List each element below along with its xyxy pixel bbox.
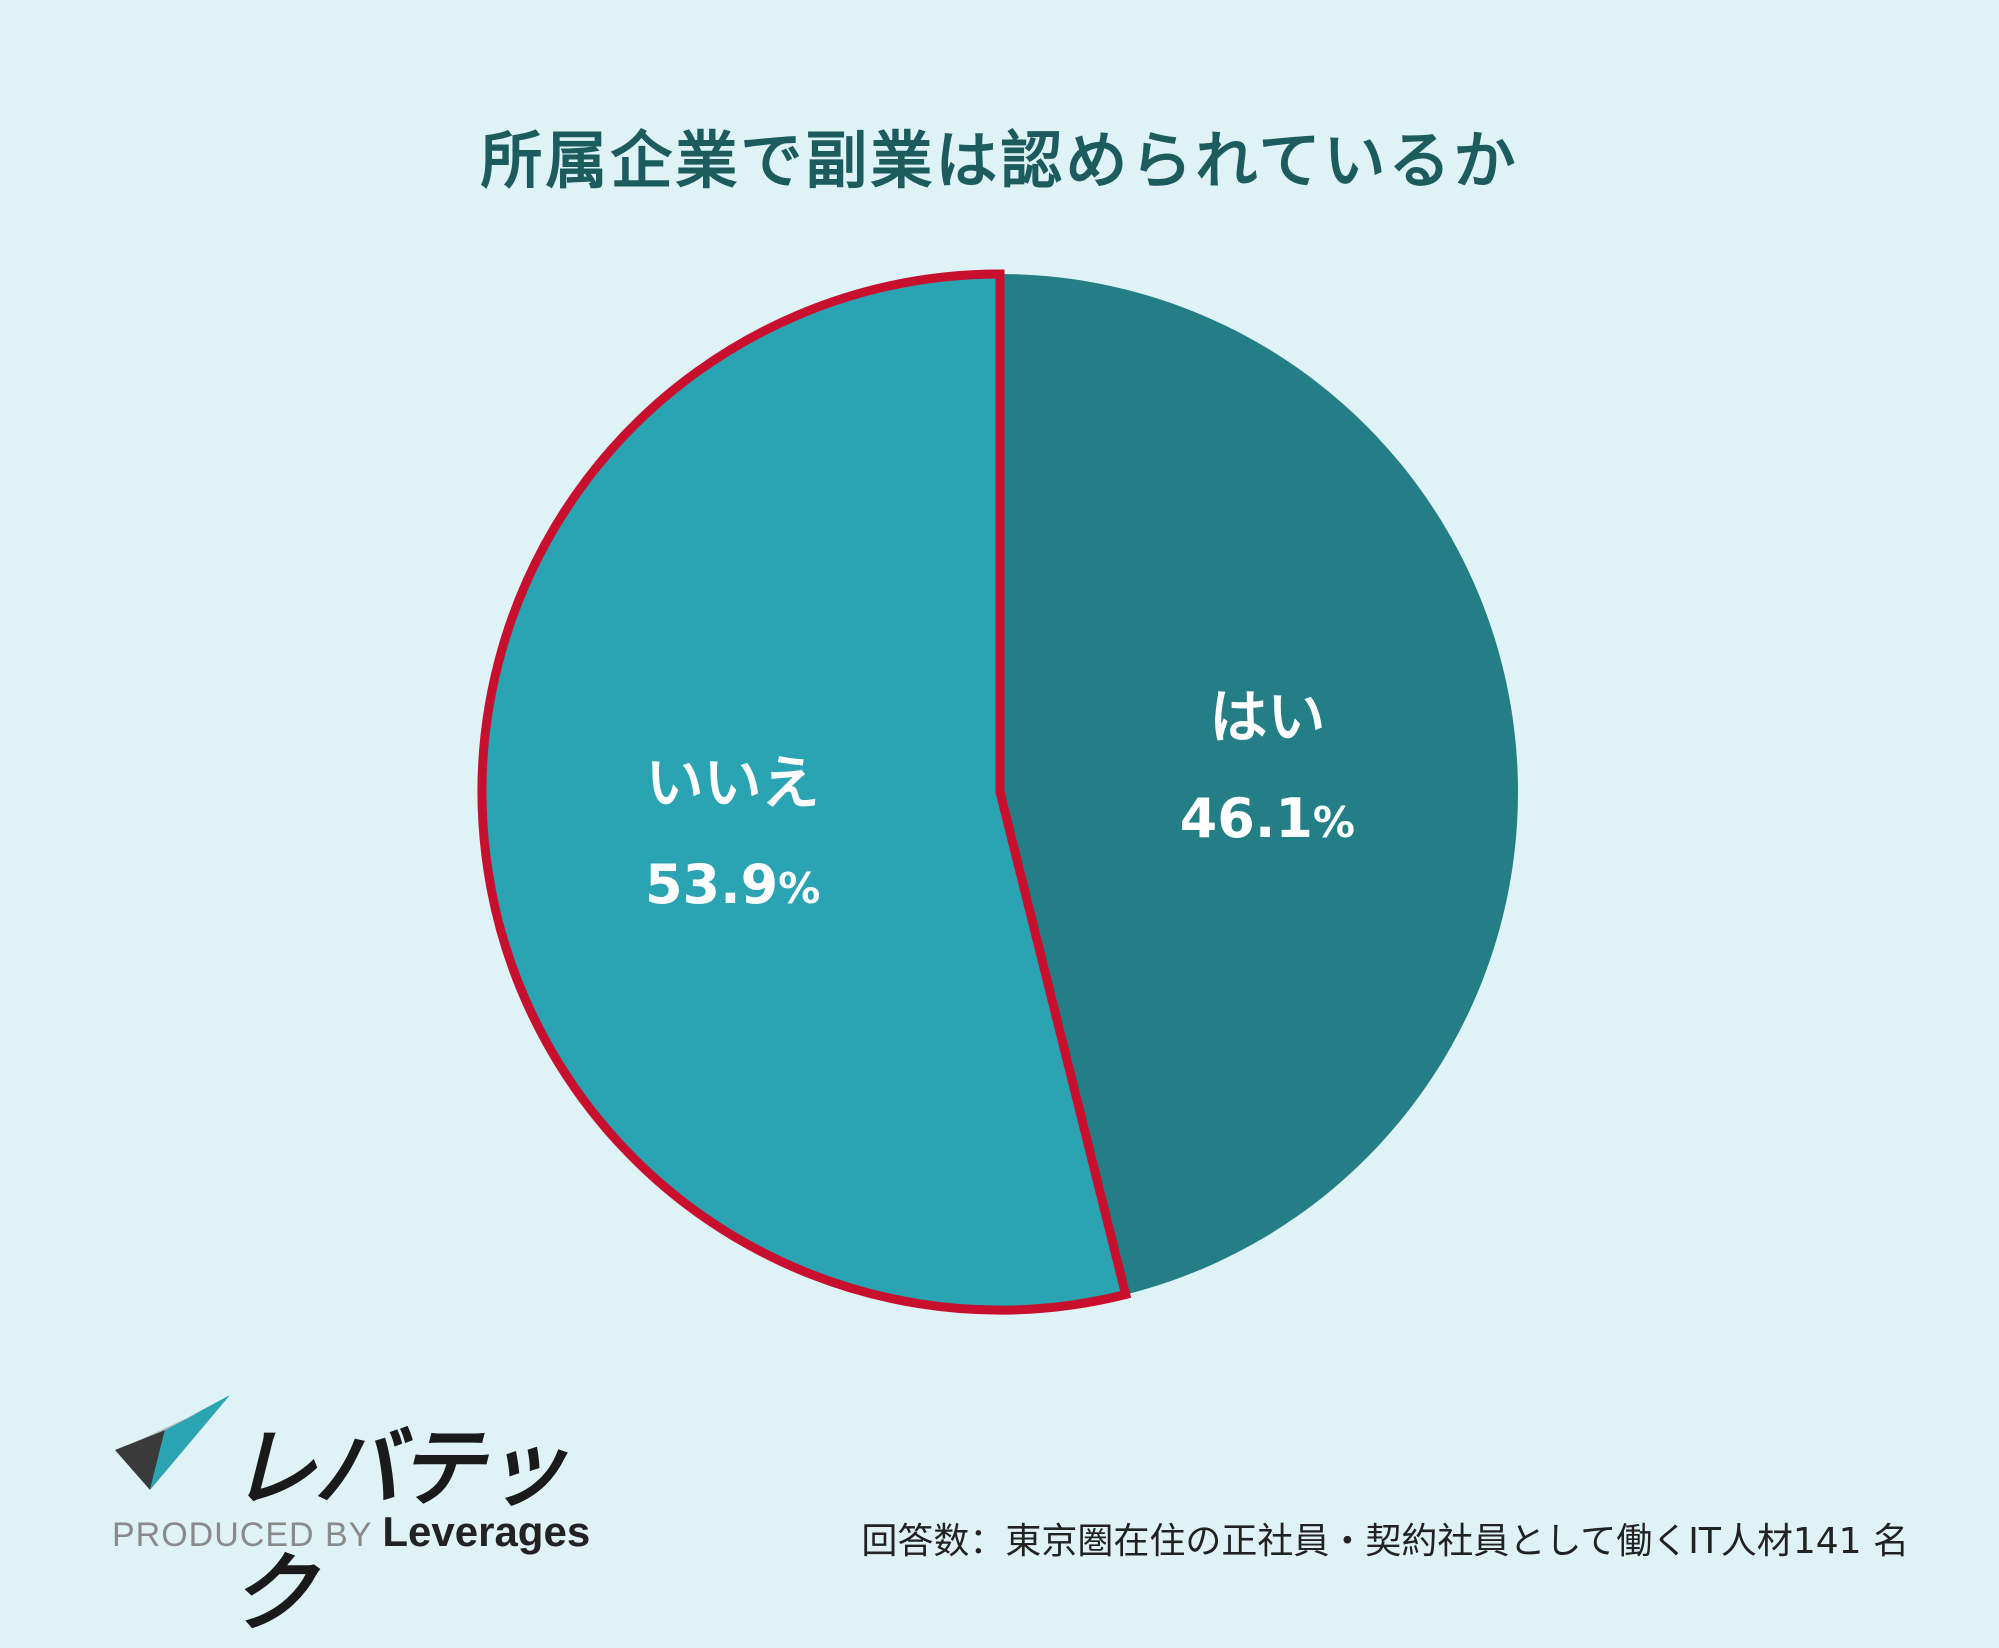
pie-slice-2 <box>482 274 1126 1310</box>
slice-value-2: 53.9% <box>645 853 820 916</box>
produced-by: PRODUCED BY Leverages <box>112 1508 590 1556</box>
footnote: 回答数：東京圏在住の正社員・契約社員として働くIT人材141 名 <box>861 1521 1909 1562</box>
company-name: Leverages <box>382 1508 591 1555</box>
logo-mark-icon <box>115 1395 230 1490</box>
highlight-outline <box>477 269 1132 1315</box>
logo-wordmark: レバテック <box>230 1419 568 1644</box>
slice-value-1: 46.1% <box>1180 787 1355 850</box>
chart-title: 所属企業で副業は認められているか <box>480 124 1519 197</box>
slice-label-2: いいえ <box>646 749 820 817</box>
slice-label-1: はい <box>1209 683 1325 751</box>
levtech-logo: レバテック PRODUCED BY Leverages <box>110 1390 610 1644</box>
produced-by-label: PRODUCED BY <box>112 1516 373 1554</box>
pie-slice-1 <box>1000 274 1519 1295</box>
